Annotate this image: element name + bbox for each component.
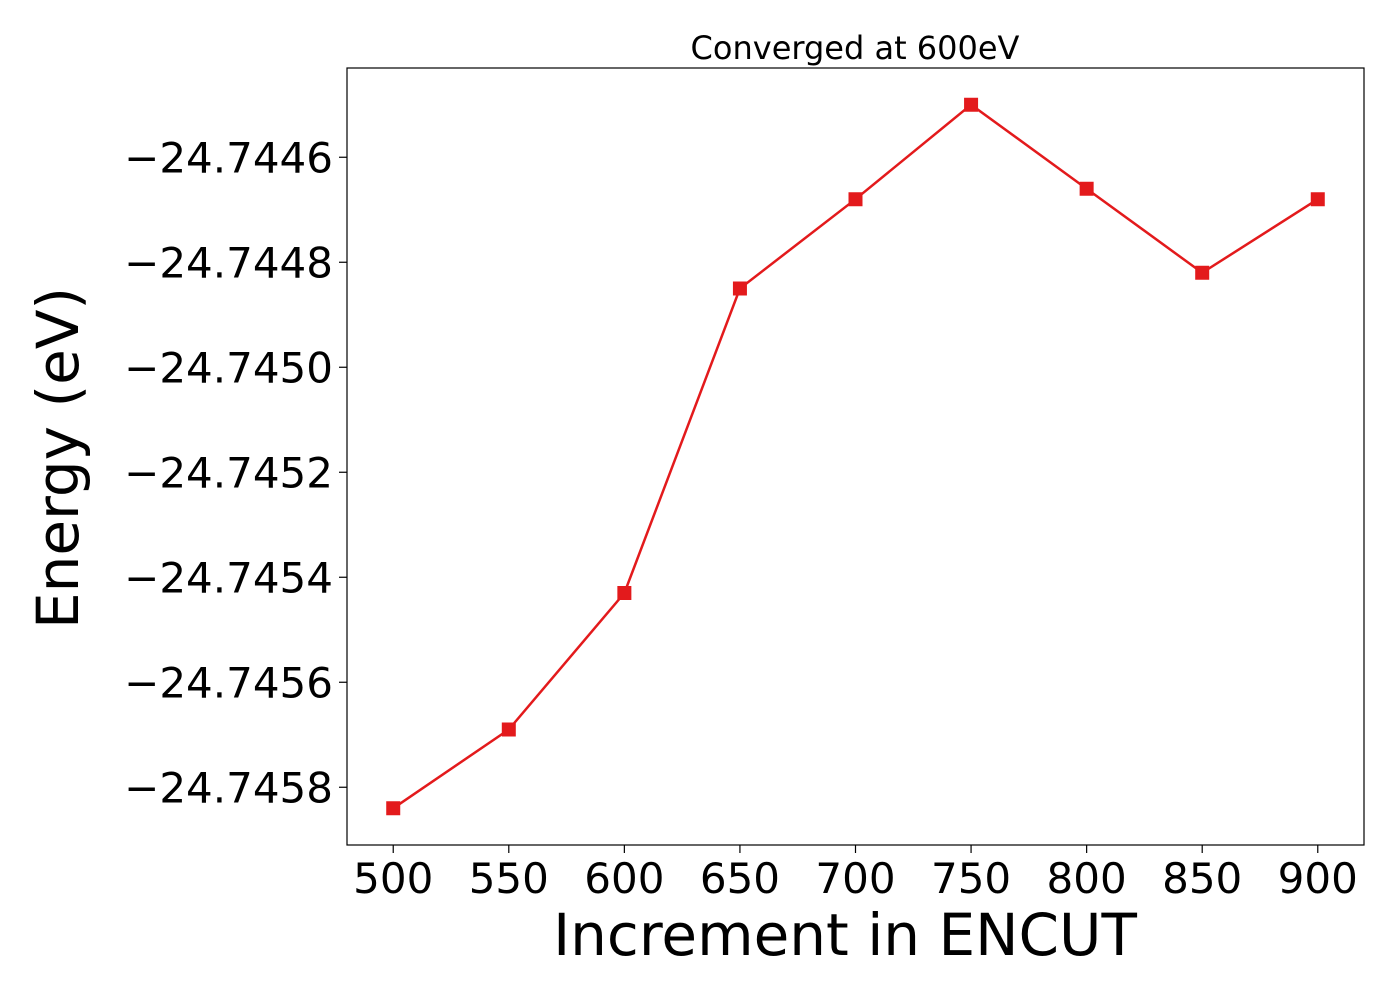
y-tick-label: −24.7452 (124, 448, 333, 497)
x-tick-label: 750 (931, 854, 1011, 903)
data-point (386, 801, 401, 816)
y-tick-label: −24.7450 (124, 343, 333, 392)
y-tick-label: −24.7456 (124, 658, 333, 707)
data-point (617, 586, 632, 600)
x-tick-label: 900 (1278, 854, 1358, 903)
data-point (1310, 192, 1325, 207)
series-line (392, 103, 1319, 810)
y-tick-label: −24.7448 (124, 238, 333, 287)
x-axis-title: Increment in ENCUT (553, 901, 1137, 969)
x-tick-label: 850 (1162, 854, 1242, 903)
plot-area (346, 67, 1365, 846)
data-point (732, 281, 747, 296)
data-point (964, 97, 979, 112)
y-tick-label: −24.7446 (124, 133, 333, 182)
x-axis: 500 550 600 650 700 750 800 850 900 (353, 845, 1358, 903)
y-tick-label: −24.7458 (124, 763, 333, 812)
data-point (501, 722, 516, 737)
data-point (848, 192, 863, 207)
chart-title: Converged at 600eV (691, 29, 1020, 67)
x-tick-label: 650 (700, 854, 780, 903)
y-tick-label: −24.7454 (124, 553, 333, 602)
x-tick-label: 500 (353, 854, 433, 903)
y-axis-title: Energy (eV) (24, 287, 92, 629)
x-tick-label: 700 (815, 854, 895, 903)
x-tick-label: 600 (584, 854, 664, 903)
series-layer (386, 97, 1325, 816)
y-axis: −24.7458 −24.7456 −24.7454 −24.7452 −24.7450… (124, 133, 347, 812)
x-tick-label: 550 (469, 854, 549, 903)
data-point (1195, 265, 1210, 280)
x-tick-label: 800 (1047, 854, 1127, 903)
data-point (1079, 181, 1094, 196)
